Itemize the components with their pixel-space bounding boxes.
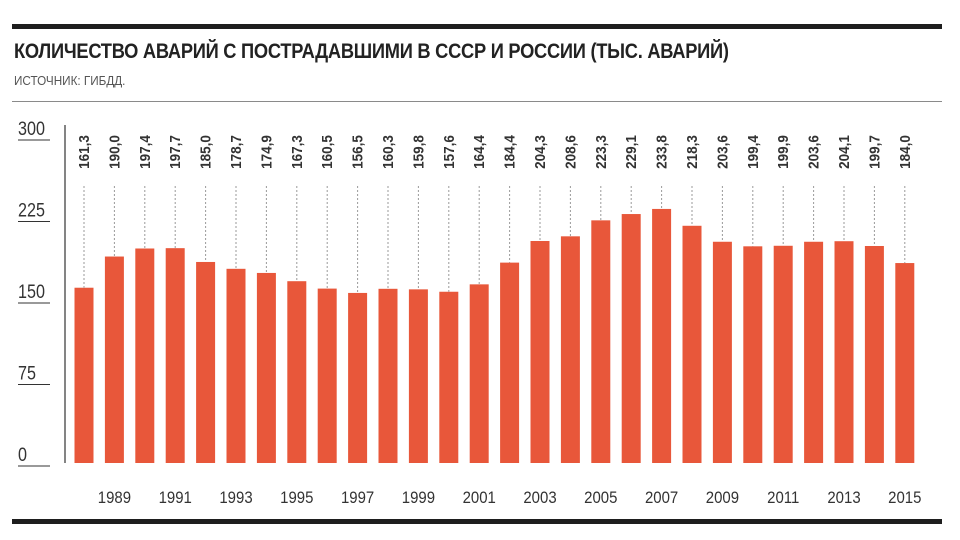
- value-label: 156,5: [350, 135, 367, 169]
- x-tick-label: 2007: [645, 489, 678, 507]
- bar: [226, 268, 246, 463]
- value-label: 223,3: [593, 135, 610, 169]
- bar: [895, 263, 915, 463]
- y-tick-label: 0: [18, 444, 27, 466]
- y-tick-label: 75: [18, 362, 36, 384]
- y-axis: 0 75 150 225 300: [18, 118, 66, 467]
- value-label: 185,0: [198, 135, 215, 169]
- bar: [652, 208, 672, 463]
- bar: [621, 214, 641, 463]
- chart-source: ИСТОЧНИК: ГИБДД.: [14, 73, 126, 88]
- value-label: 199,9: [776, 135, 793, 169]
- value-label: 199,4: [745, 135, 762, 169]
- x-tick-label: 1993: [219, 489, 252, 507]
- bar: [469, 284, 489, 463]
- bar: [256, 272, 276, 463]
- bar: [196, 261, 216, 463]
- bar: [773, 245, 793, 463]
- value-label: 204,1: [836, 135, 853, 169]
- bar: [348, 292, 368, 463]
- bar: [864, 245, 884, 463]
- bar: [317, 288, 337, 463]
- x-tick-label: 1991: [159, 489, 192, 507]
- value-label: 184,0: [897, 135, 914, 169]
- bar: [287, 281, 307, 463]
- value-label: 203,6: [806, 135, 823, 169]
- x-tick-label: 1999: [402, 489, 435, 507]
- y-tick-label: 225: [18, 199, 45, 221]
- bar: [743, 246, 763, 463]
- value-label: 203,6: [715, 135, 732, 169]
- bar: [591, 220, 611, 463]
- value-label: 218,3: [684, 135, 701, 169]
- x-tick-label: 1995: [280, 489, 313, 507]
- value-label: 159,8: [411, 135, 428, 169]
- bar: [408, 289, 428, 463]
- x-tick-label: 2009: [706, 489, 739, 507]
- value-label: 160,5: [320, 135, 337, 169]
- bar: [439, 291, 459, 463]
- bar: [712, 241, 732, 463]
- value-label: 190,0: [107, 135, 124, 169]
- bar: [104, 256, 124, 463]
- bar: [165, 248, 185, 463]
- value-label: 161,3: [76, 135, 93, 169]
- bar: [804, 241, 824, 463]
- x-tick-label: 2003: [523, 489, 556, 507]
- y-tick-label: 300: [18, 118, 45, 140]
- value-label: 233,8: [654, 135, 671, 169]
- bar: [500, 262, 520, 463]
- value-label: 178,7: [228, 135, 245, 169]
- x-tick-label: 2011: [767, 489, 799, 507]
- x-axis: 1989 1991 1993 1995 1997 1999 2001 2003 2005 2007…: [98, 489, 922, 507]
- leader-lines: [83, 186, 906, 293]
- x-tick-label: 2001: [463, 489, 496, 507]
- bar: [834, 241, 854, 463]
- top-rule: [12, 24, 942, 29]
- value-labels: 161,3 190,0 197,4 197,7 185,0 178,7 174,9 167,3…: [76, 135, 914, 169]
- bar: [378, 288, 398, 463]
- value-label: 199,7: [867, 135, 884, 169]
- value-label: 157,6: [441, 135, 458, 169]
- bars: [74, 208, 915, 463]
- chart-title: КОЛИЧЕСТВО АВАРИЙ С ПОСТРАДАВШИМИ В СССР…: [14, 40, 729, 63]
- x-tick-label: 1989: [98, 489, 131, 507]
- y-tick-label: 150: [18, 281, 45, 303]
- x-tick-label: 1997: [341, 489, 374, 507]
- bottom-rule: [12, 519, 942, 524]
- x-tick-label: 2015: [888, 489, 921, 507]
- value-label: 167,3: [289, 135, 306, 169]
- value-label: 197,4: [137, 135, 154, 169]
- bar: [560, 236, 580, 463]
- x-tick-label: 2013: [827, 489, 860, 507]
- bar: [74, 287, 94, 463]
- value-label: 164,4: [472, 135, 489, 169]
- bar: [530, 240, 550, 463]
- value-label: 160,3: [380, 135, 397, 169]
- value-label: 208,6: [563, 135, 580, 169]
- value-label: 204,3: [532, 135, 549, 169]
- value-label: 184,4: [502, 135, 519, 169]
- value-label: 197,7: [168, 135, 185, 169]
- header-divider: [12, 101, 942, 102]
- bar: [682, 225, 702, 463]
- bar: [135, 248, 155, 463]
- value-label: 174,9: [259, 135, 276, 169]
- value-label: 229,1: [624, 135, 641, 169]
- x-tick-label: 2005: [584, 489, 617, 507]
